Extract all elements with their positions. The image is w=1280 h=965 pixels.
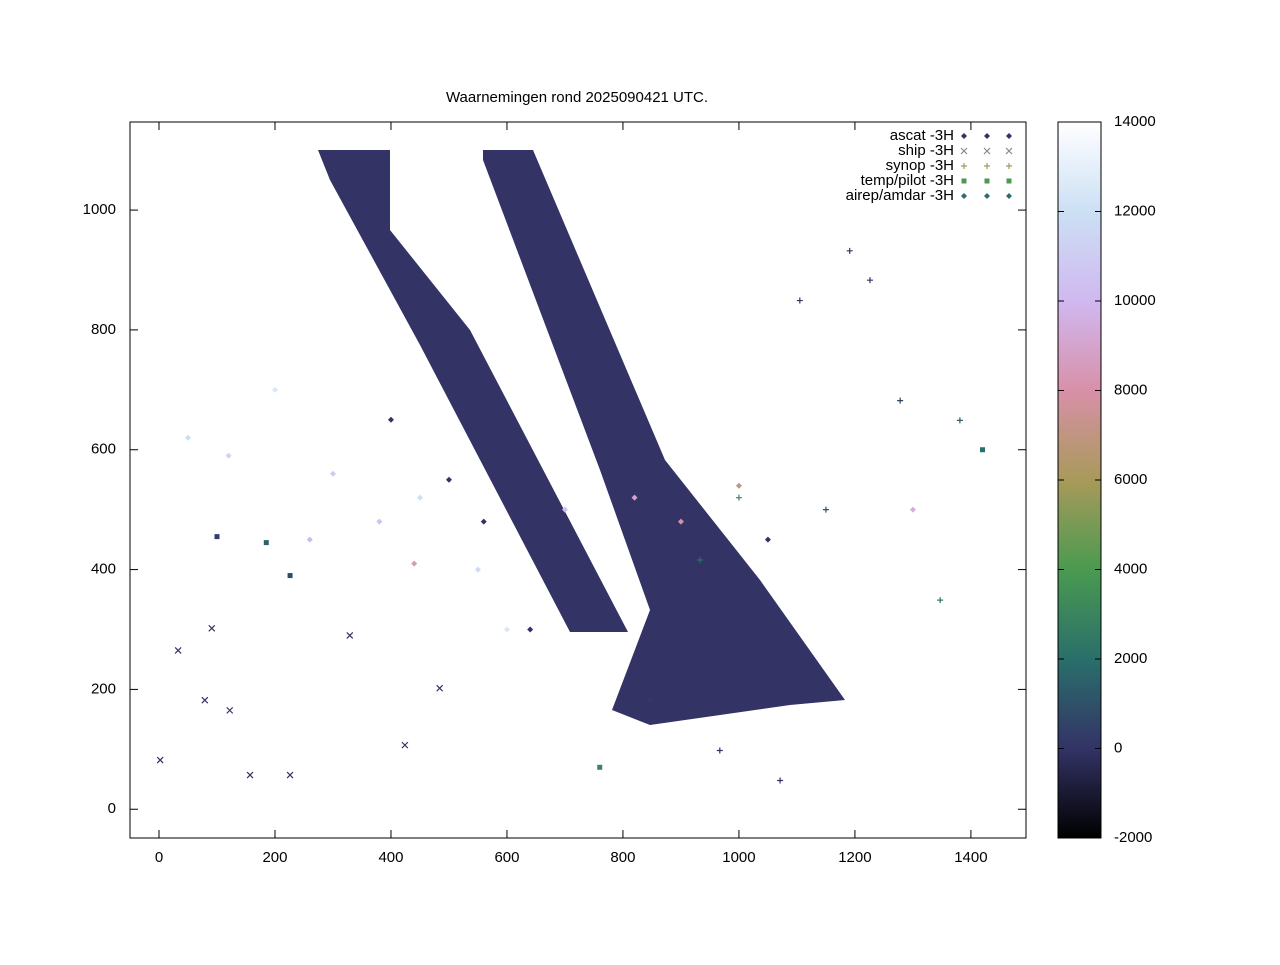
x-tick-label: 200 xyxy=(262,849,287,866)
point xyxy=(225,452,232,459)
point xyxy=(503,626,510,633)
cb-tick-label: 4000 xyxy=(1114,560,1147,577)
point xyxy=(201,696,209,704)
point xyxy=(184,434,191,441)
point xyxy=(846,247,853,254)
legend-label: synop -3H xyxy=(886,157,954,174)
point xyxy=(796,297,803,304)
legend-marker xyxy=(1006,178,1012,184)
point xyxy=(480,518,487,525)
point xyxy=(376,518,383,525)
legend-marker xyxy=(1006,193,1012,199)
point xyxy=(306,536,313,543)
point xyxy=(735,494,742,501)
plot-frame xyxy=(129,121,1027,839)
point xyxy=(777,777,784,784)
point xyxy=(909,506,916,513)
colorbar xyxy=(1057,121,1102,839)
point xyxy=(286,771,294,779)
point xyxy=(214,534,220,540)
legend-marker xyxy=(984,133,990,139)
legend-marker xyxy=(984,178,990,184)
point xyxy=(401,741,409,749)
ascat-swath xyxy=(318,150,628,632)
cb-tick-label: 8000 xyxy=(1114,381,1147,398)
point xyxy=(445,476,452,483)
x-tick-label: 1400 xyxy=(954,849,987,866)
point xyxy=(597,764,603,770)
legend-label: temp/pilot -3H xyxy=(861,172,954,189)
cb-tick-label: 2000 xyxy=(1114,650,1147,667)
legend-marker xyxy=(961,193,967,199)
point xyxy=(677,518,684,525)
legend-label: airep/amdar -3H xyxy=(846,187,954,204)
legend-marker xyxy=(984,193,990,199)
y-tick-label: 800 xyxy=(91,321,116,338)
x-tick-label: 600 xyxy=(494,849,519,866)
point xyxy=(527,626,534,633)
point xyxy=(387,416,394,423)
point xyxy=(822,506,829,513)
legend-label: ascat -3H xyxy=(890,127,954,144)
point xyxy=(226,706,234,714)
x-tick-label: 400 xyxy=(378,849,403,866)
cb-tick-label: 10000 xyxy=(1114,292,1156,309)
point xyxy=(735,482,742,489)
legend-marker xyxy=(984,163,990,169)
ascat-swath xyxy=(483,150,845,725)
y-tick-label: 1000 xyxy=(83,201,116,218)
point xyxy=(866,277,873,284)
legend-label: ship -3H xyxy=(898,142,954,159)
point xyxy=(897,397,904,404)
x-tick-label: 800 xyxy=(610,849,635,866)
x-tick-label: 1000 xyxy=(722,849,755,866)
point xyxy=(474,566,481,573)
cb-tick-label: 0 xyxy=(1114,739,1122,756)
cb-tick-label: 14000 xyxy=(1114,113,1156,130)
point xyxy=(436,684,444,692)
point xyxy=(764,536,771,543)
legend-marker xyxy=(1006,133,1012,139)
legend-marker xyxy=(1005,147,1013,155)
y-tick-label: 0 xyxy=(108,800,116,817)
cb-tick-label: 6000 xyxy=(1114,471,1147,488)
cb-tick-label: 12000 xyxy=(1114,202,1156,219)
point xyxy=(271,386,278,393)
cb-tick-label: -2000 xyxy=(1114,829,1152,846)
point xyxy=(246,771,254,779)
legend-marker xyxy=(961,178,967,184)
x-tick-label: 0 xyxy=(155,849,163,866)
point xyxy=(956,417,963,424)
point xyxy=(411,560,418,567)
point xyxy=(631,494,638,501)
legend-marker xyxy=(961,133,967,139)
point xyxy=(346,632,354,639)
point xyxy=(716,747,723,754)
point xyxy=(287,573,293,579)
point xyxy=(697,556,704,563)
point xyxy=(263,540,269,546)
legend-marker xyxy=(983,147,991,155)
point xyxy=(174,647,182,654)
point xyxy=(980,447,986,453)
y-tick-label: 600 xyxy=(91,441,116,458)
y-tick-label: 400 xyxy=(91,561,116,578)
x-tick-label: 1200 xyxy=(838,849,871,866)
legend-marker xyxy=(961,163,967,169)
legend-marker xyxy=(960,147,968,155)
point xyxy=(647,697,654,704)
legend-marker xyxy=(1006,163,1012,169)
point xyxy=(208,624,216,632)
point xyxy=(156,756,164,764)
point xyxy=(937,597,944,604)
point xyxy=(416,494,423,501)
point xyxy=(561,506,568,513)
chart-title: Waarnemingen rond 2025090421 UTC. xyxy=(446,89,708,106)
y-tick-label: 200 xyxy=(91,680,116,697)
point xyxy=(329,470,336,477)
